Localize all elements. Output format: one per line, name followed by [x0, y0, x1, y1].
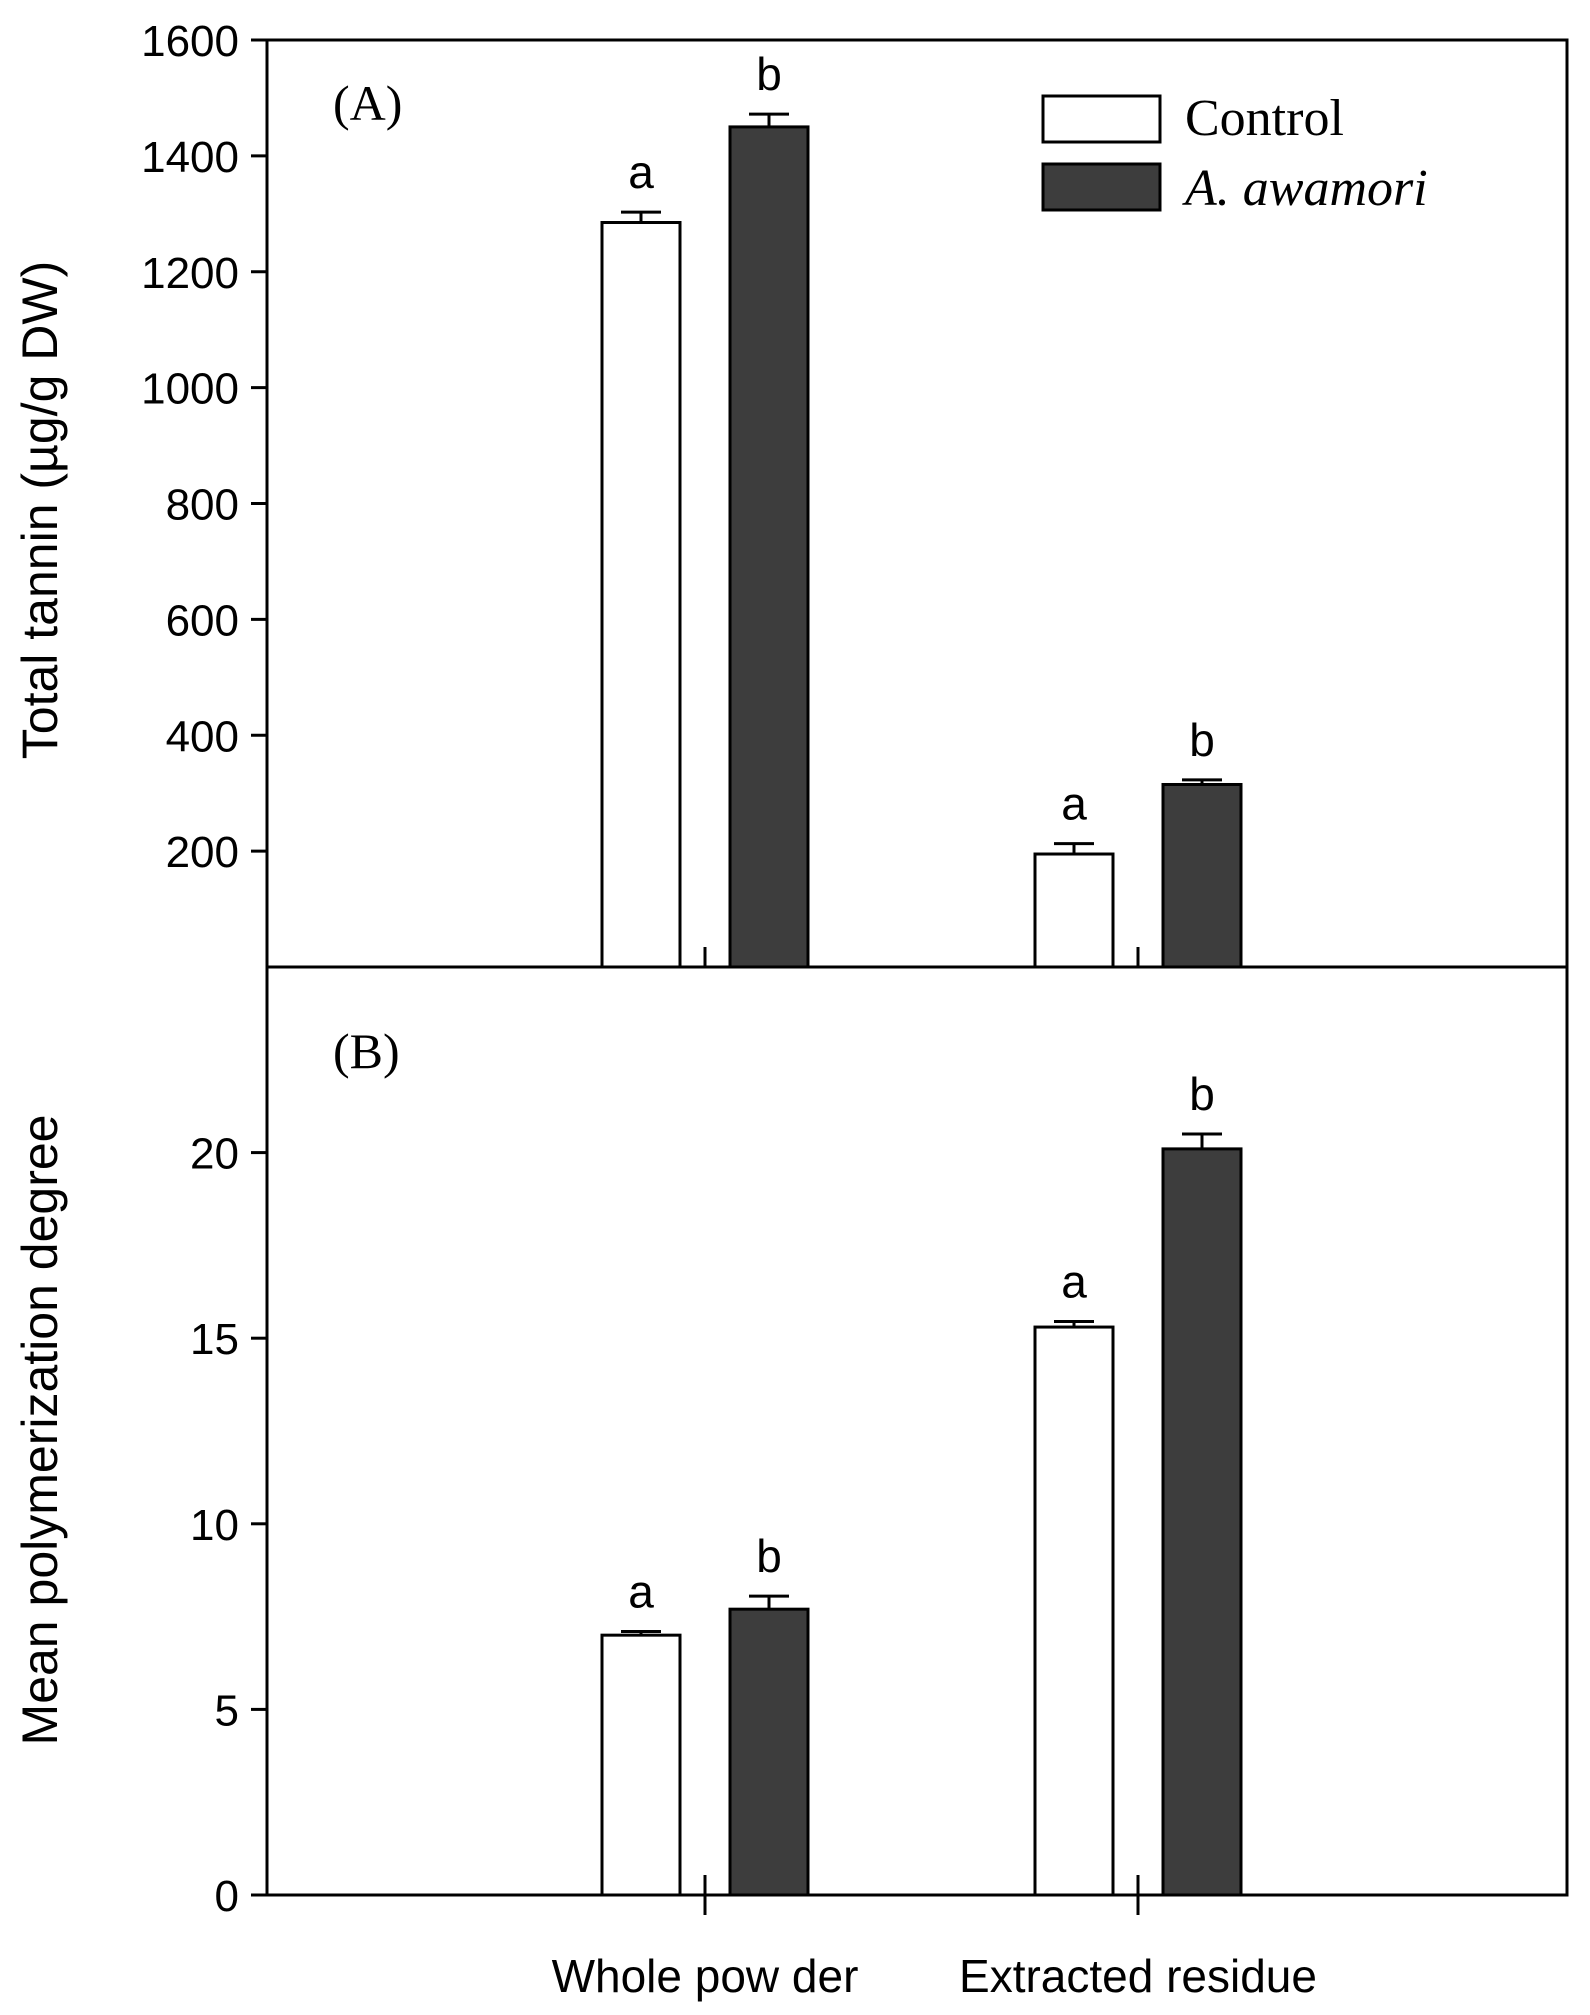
panel-b-label: (B): [333, 1023, 400, 1079]
panel-a-y-tick-label: 800: [166, 481, 239, 530]
panel-a-bar-control-extracted-residue: [1033, 852, 1115, 969]
panel-a-label: (A): [333, 75, 402, 131]
panel-a-y-tick-label: 600: [166, 596, 239, 645]
x-label-whole-powder: Whole pow der: [552, 1950, 859, 2002]
panel-a-bar-control-whole-powder: [600, 221, 682, 969]
panel-b-y-tick-label: 15: [190, 1315, 239, 1364]
legend-swatch-awamori: [1041, 162, 1162, 212]
panel-b-bar-awamori-extracted-residue: [1161, 1147, 1243, 1897]
panel-a-significance-letter-awamori-extracted-residue: b: [1189, 714, 1215, 766]
panel-a-y-tick-label: 1600: [141, 17, 239, 66]
panel-a-significance-letter-awamori-whole-powder: b: [756, 48, 782, 100]
panel-a-significance-letter-control-whole-powder: a: [628, 146, 654, 198]
panel-b-y-tick-label: 10: [190, 1501, 239, 1550]
panel-b-significance-letter-awamori-extracted-residue: b: [1189, 1068, 1215, 1120]
panel-b-marks: 0 5 10 15 20 a a b b: [190, 1068, 1243, 1921]
panel-a-y-tick-label: 1000: [141, 365, 239, 414]
panel-b-significance-letter-awamori-whole-powder: b: [756, 1530, 782, 1582]
legend-label-control: Control: [1185, 90, 1344, 147]
panel-a-y-tick-label: 1400: [141, 133, 239, 182]
legend-label-awamori: A. awamori: [1182, 160, 1428, 217]
panel-a-marks: 200 400 600 800 1000 1200 1400 1600 a a b b: [141, 17, 1243, 969]
panel-a-bar-awamori-whole-powder: [728, 125, 810, 969]
legend: Control A. awamori: [1041, 90, 1428, 217]
panel-a-y-tick-label: 200: [166, 828, 239, 877]
panel-b-bar-control-extracted-residue: [1033, 1325, 1115, 1897]
legend-swatch-control: [1041, 94, 1162, 144]
panel-a-significance-letter-control-extracted-residue: a: [1061, 778, 1087, 830]
panel-a-y-axis-title: Total tannin (µg/g DW): [12, 261, 68, 759]
x-label-extracted-residue: Extracted residue: [959, 1950, 1317, 2002]
panel-b-bar-control-whole-powder: [600, 1633, 682, 1897]
panel-b-significance-letter-control-extracted-residue: a: [1061, 1255, 1087, 1307]
panel-b-bar-awamori-whole-powder: [728, 1607, 810, 1897]
panel-b-y-tick-label: 5: [215, 1686, 239, 1735]
panel-b-significance-letter-control-whole-powder: a: [628, 1565, 654, 1617]
panel-b-y-tick-label: 20: [190, 1130, 239, 1179]
panel-b-frame: [265, 965, 1569, 1897]
panel-a-y-tick-label: 1200: [141, 249, 239, 298]
panel-b-y-tick-label: 0: [215, 1872, 239, 1921]
panel-b-y-axis-title: Mean polymerization degree: [12, 1115, 68, 1746]
panel-a-bar-awamori-extracted-residue: [1161, 782, 1243, 969]
panel-a-y-tick-label: 400: [166, 712, 239, 761]
